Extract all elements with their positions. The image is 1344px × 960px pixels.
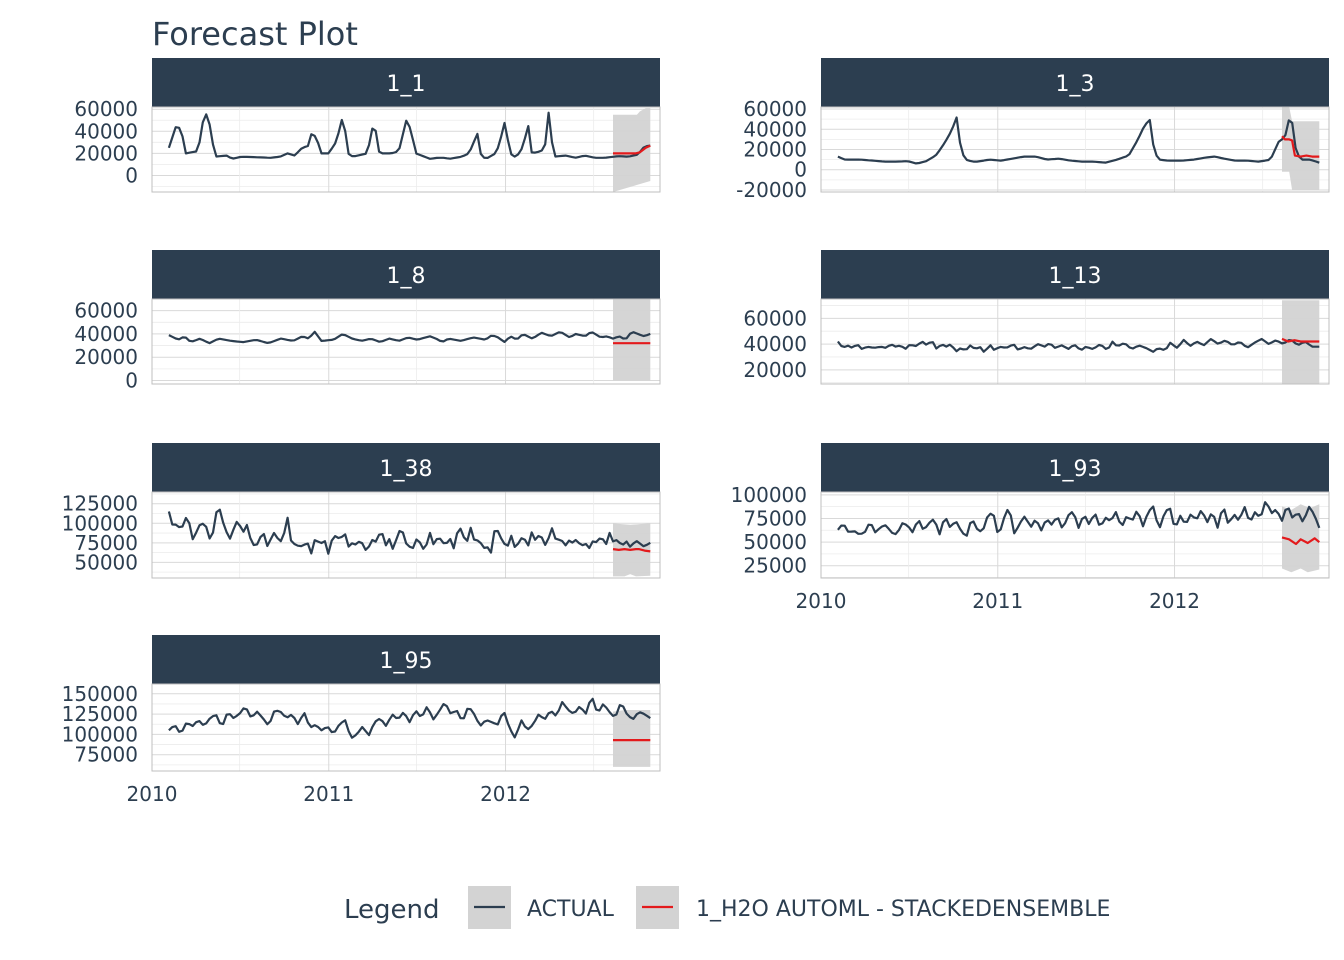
x-tick-label: 2010 [796,589,847,613]
facet-strip [152,250,660,299]
confidence-band [1282,107,1320,190]
y-tick-label: 60000 [74,299,138,323]
legend-label-actual: ACTUAL [527,897,615,922]
facet-strip [821,443,1329,492]
x-tick-label: 2012 [1149,589,1200,613]
y-tick-label: 0 [794,158,807,182]
y-tick-label: 75000 [74,531,138,555]
y-tick-label: 25000 [743,554,807,578]
y-tick-label: 60000 [743,97,807,121]
facet-strip [152,443,660,492]
y-tick-label: 50000 [74,550,138,574]
legend-label-forecast: 1_H2O AUTOML - STACKEDENSEMBLE [696,897,1110,922]
panel-border [820,298,1330,385]
facet-label: 1_8 [387,264,426,289]
actual-series-line [837,337,1320,353]
panel-border [820,106,1330,193]
y-tick-label: 150000 [62,682,138,706]
y-tick-label: 100000 [62,511,138,535]
legend: Legend ACTUAL 1_H2O AUTOML - STACKEDENSE… [344,886,1110,929]
facet-label: 1_95 [380,649,433,674]
panel-border [151,298,661,385]
facet-strip [821,58,1329,107]
panel-border [151,683,661,772]
forecast-series-line [613,144,651,155]
y-tick-label: 20000 [743,138,807,162]
actual-series-line [837,116,1320,165]
facet-label: 1_3 [1056,72,1095,97]
facet-strip [152,58,660,107]
y-tick-label: 50000 [743,530,807,554]
y-tick-label: 125000 [62,492,138,516]
y-tick-label: 20000 [74,141,138,165]
y-tick-label: 60000 [74,97,138,121]
y-tick-label: 100000 [731,483,807,507]
actual-series-line [837,501,1321,537]
y-tick-label: 40000 [74,119,138,143]
forecast-series-line [1281,536,1321,546]
actual-series-line [168,697,651,739]
facet-strip [821,250,1329,299]
x-tick-label: 2011 [972,589,1023,613]
facet-label: 1_13 [1049,264,1102,289]
confidence-band [613,108,651,192]
x-tick-label: 2011 [303,782,354,806]
y-tick-label: 60000 [743,306,807,330]
y-tick-label: 75000 [743,506,807,530]
y-tick-label: 0 [125,369,138,393]
y-tick-label: -20000 [736,178,807,202]
x-tick-label: 2012 [480,782,531,806]
legend-title: Legend [344,895,440,925]
actual-series-line [168,330,651,345]
facet-panels: 1_102000040000600001_3-20000020000400006… [62,58,1330,806]
facet-strip [152,635,660,684]
chart-title: Forecast Plot [152,15,358,53]
forecast-series-line [1281,135,1320,158]
y-tick-label: 40000 [743,332,807,356]
confidence-band [613,710,651,767]
actual-series-line [167,111,651,160]
y-tick-label: 20000 [74,345,138,369]
forecast-series-line [1281,337,1320,343]
facet-label: 1_1 [387,72,426,97]
y-tick-label: 0 [125,163,138,187]
panel-border [820,491,1330,579]
forecast-series-line [612,548,651,553]
y-tick-label: 75000 [74,743,138,767]
y-tick-label: 100000 [62,722,138,746]
panel-border [151,491,661,579]
facet-label: 1_93 [1049,457,1102,482]
panel-border [151,106,661,193]
y-tick-label: 40000 [74,322,138,346]
confidence-band [613,299,651,381]
y-tick-label: 125000 [62,702,138,726]
y-tick-label: 40000 [743,117,807,141]
facet-label: 1_38 [380,457,433,482]
actual-series-line [167,508,651,555]
x-tick-label: 2010 [127,782,178,806]
y-tick-label: 20000 [743,358,807,382]
